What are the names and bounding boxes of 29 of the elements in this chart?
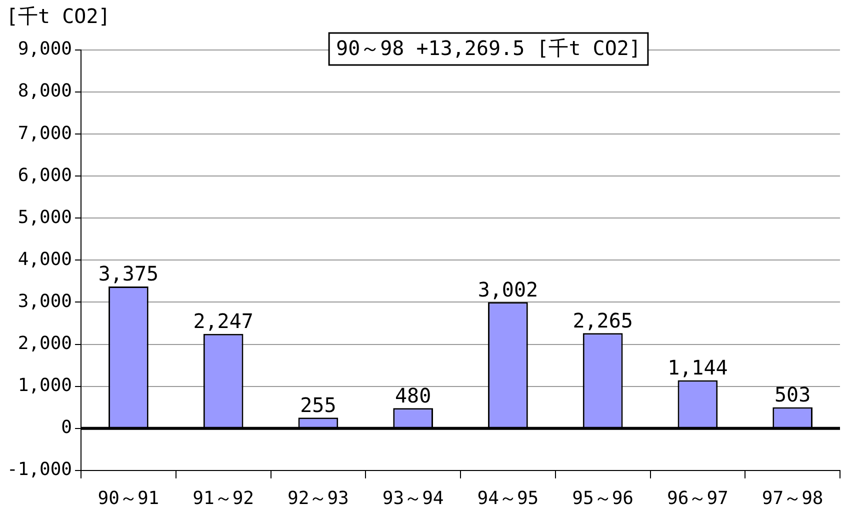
y-tick-label: 9,000 [18,38,72,60]
annotation: 90～98 +13,269.5 [千t CO2] [336,36,641,60]
data-label: 1,144 [668,355,728,380]
data-label: 255 [300,392,336,417]
x-tick-label: 96～97 [667,488,728,509]
y-tick-label: 0 [61,417,72,438]
y-tick-label: -1,000 [6,459,72,480]
y-tick-label: 1,000 [18,374,72,396]
x-tick-label: 93～94 [382,488,444,509]
y-tick-label: 2,000 [18,332,72,354]
data-label: 3,375 [98,262,159,286]
x-tick-label: 95～96 [572,488,634,509]
y-tick-label: 6,000 [18,164,72,186]
y-tick-label: 3,000 [18,290,72,312]
x-tick-label: 97～98 [762,488,824,509]
x-tick-label: 94～95 [477,488,539,509]
y-tick-label: 7,000 [18,122,72,144]
y-tick-label: 8,000 [18,80,72,102]
y-tick-label: 4,000 [18,248,72,270]
data-label: 3,002 [478,277,538,302]
data-label: 2,265 [572,308,633,332]
data-label: 503 [774,382,811,406]
y-axis-title: [千t CO2] [6,4,110,28]
data-label: 2,247 [193,309,254,334]
y-tick-label: 5,000 [18,206,72,228]
x-tick-label: 91～92 [192,488,254,509]
x-tick-label: 92～93 [288,488,349,509]
data-label: 480 [395,383,432,408]
x-tick-label: 90～91 [98,488,160,509]
